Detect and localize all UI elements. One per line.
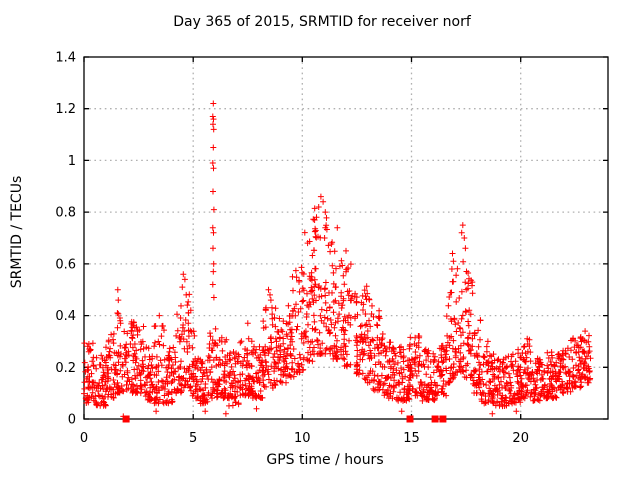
y-tick-label: 1.4 (55, 51, 76, 66)
x-tick-label: 15 (403, 431, 420, 446)
y-tick-label: 0.2 (55, 361, 76, 376)
y-tick-label: 0 (68, 413, 76, 428)
y-tick-label: 0.4 (55, 309, 76, 324)
x-tick-label: 0 (80, 431, 88, 446)
x-tick-label: 5 (189, 431, 197, 446)
axis-tick-marks (83, 56, 608, 420)
chart-title: Day 365 of 2015, SRMTID for receiver nor… (173, 14, 472, 30)
y-tick-label: 1 (68, 154, 76, 169)
zero-value-square-marker (122, 415, 130, 423)
x-tick-label: 20 (512, 431, 529, 446)
x-axis-label: GPS time / hours (266, 452, 383, 468)
y-tick-label: 0.6 (55, 257, 76, 272)
zero-value-square-marker (439, 415, 447, 423)
y-tick-label: 0.8 (55, 206, 76, 221)
zero-value-square-marker (431, 415, 439, 423)
y-axis-label: SRMTID / TECUs (9, 176, 25, 289)
y-tick-label: 1.2 (55, 102, 76, 117)
x-tick-label: 10 (294, 431, 311, 446)
plot-border (83, 56, 609, 420)
zero-value-square-marker (406, 415, 414, 423)
data-points (81, 100, 594, 420)
